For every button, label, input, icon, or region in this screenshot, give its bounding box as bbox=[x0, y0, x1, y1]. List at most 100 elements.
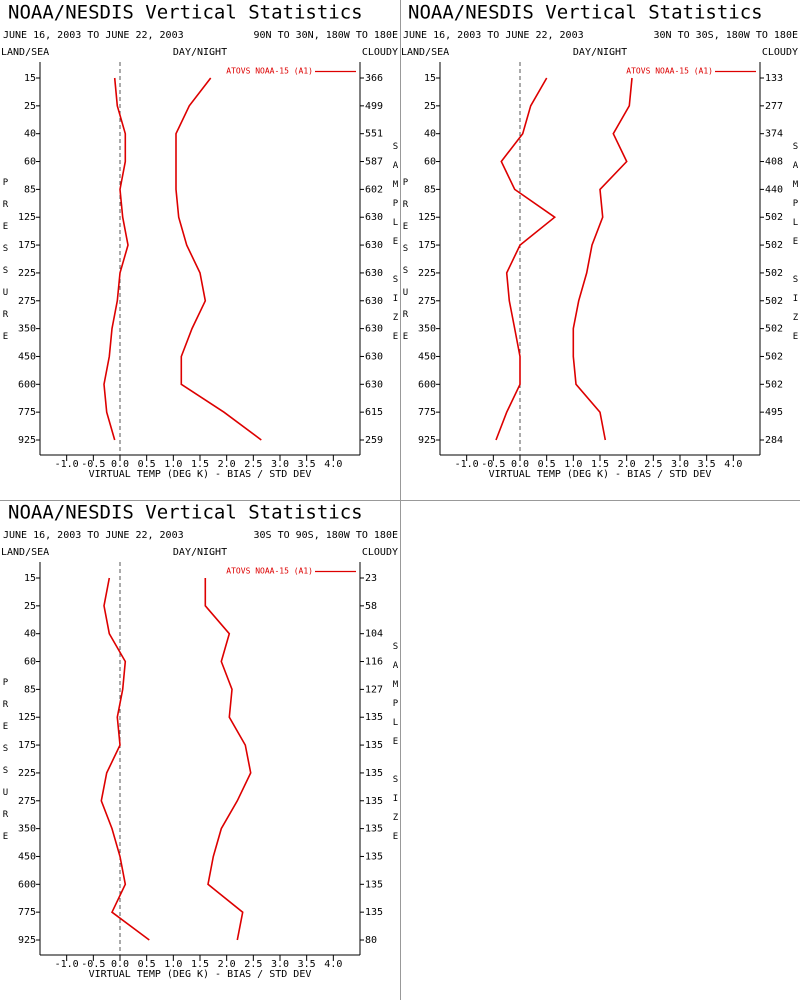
y-tick-label: 600 bbox=[18, 379, 36, 390]
chart-title: NOAA/NESDIS Vertical Statistics bbox=[408, 2, 763, 24]
data-line bbox=[495, 77, 557, 441]
data-line bbox=[103, 77, 129, 441]
chart-panel: NOAA/NESDIS Vertical Statistics JUNE 16, … bbox=[1, 2, 401, 481]
x-tick-label: 1.0 bbox=[564, 459, 582, 470]
x-tick-label: -1.0 bbox=[55, 459, 79, 470]
y-tick-label: 15 bbox=[24, 573, 36, 584]
data-line bbox=[100, 577, 150, 941]
sample-size-label: 374 bbox=[765, 129, 783, 140]
chart-subtitle: JUNE 16, 2003 TO JUNE 22, 2003 bbox=[3, 530, 184, 541]
sample-size-label: 408 bbox=[765, 157, 783, 168]
sample-size-label: 135 bbox=[365, 768, 383, 779]
y-tick-label: 40 bbox=[24, 129, 36, 140]
y-tick-label: 350 bbox=[18, 824, 36, 835]
y-tick-label: 175 bbox=[418, 240, 436, 251]
x-tick-label: 0.5 bbox=[138, 959, 156, 970]
y-tick-label: 225 bbox=[418, 268, 436, 279]
x-tick-label: 1.5 bbox=[191, 459, 209, 470]
data-line bbox=[572, 77, 633, 441]
label: LAND/SEA bbox=[1, 47, 49, 58]
sample-size-label: 116 bbox=[365, 657, 383, 668]
y-tick-label: 275 bbox=[418, 296, 436, 307]
sample-size-label: 602 bbox=[365, 184, 383, 195]
x-tick-label: 0.5 bbox=[138, 459, 156, 470]
sample-size-label: 587 bbox=[365, 157, 383, 168]
y-tick-label: 350 bbox=[418, 324, 436, 335]
x-tick-label: 1.5 bbox=[191, 959, 209, 970]
sample-size-label: 630 bbox=[365, 212, 383, 223]
x-axis-label: VIRTUAL TEMP (DEG K) - BIAS / STD DEV bbox=[89, 469, 312, 480]
y-tick-label: 125 bbox=[418, 212, 436, 223]
x-tick-label: 3.0 bbox=[271, 459, 289, 470]
label: DAY/NIGHT bbox=[173, 547, 227, 558]
sample-size-label: 495 bbox=[765, 407, 783, 418]
x-tick-label: 3.0 bbox=[271, 959, 289, 970]
region: 90N TO 30N, 180W TO 180E bbox=[254, 30, 399, 41]
y-tick-label: 450 bbox=[18, 351, 36, 362]
sample-size-label: 135 bbox=[365, 740, 383, 751]
sample-size-label: 630 bbox=[365, 324, 383, 335]
label: CLOUDY bbox=[362, 547, 398, 558]
y2-axis-label: SAMPLE SIZE bbox=[791, 142, 800, 351]
sample-size-label: 630 bbox=[365, 351, 383, 362]
x-axis-label: VIRTUAL TEMP (DEG K) - BIAS / STD DEV bbox=[489, 469, 712, 480]
y-tick-label: 925 bbox=[18, 435, 36, 446]
chart-subtitle: JUNE 16, 2003 TO JUNE 22, 2003 bbox=[403, 30, 584, 41]
sample-size-label: 502 bbox=[765, 240, 783, 251]
sample-size-label: 104 bbox=[365, 629, 383, 640]
x-tick-label: 4.0 bbox=[324, 459, 342, 470]
y-tick-label: 225 bbox=[18, 268, 36, 279]
x-tick-label: 2.5 bbox=[244, 959, 262, 970]
y-tick-label: 25 bbox=[24, 601, 36, 612]
x-tick-label: 3.0 bbox=[671, 459, 689, 470]
x-tick-label: -0.5 bbox=[81, 459, 105, 470]
sample-size-label: 127 bbox=[365, 684, 383, 695]
y-tick-label: 450 bbox=[418, 351, 436, 362]
label: LAND/SEA bbox=[1, 547, 49, 558]
y-tick-label: 775 bbox=[18, 907, 36, 918]
x-tick-label: 2.0 bbox=[218, 959, 236, 970]
sample-size-label: 440 bbox=[765, 184, 783, 195]
sample-size-label: 502 bbox=[765, 296, 783, 307]
sample-size-label: 80 bbox=[365, 935, 377, 946]
x-tick-label: 3.5 bbox=[298, 459, 316, 470]
sample-size-label: 135 bbox=[365, 907, 383, 918]
sample-size-label: 502 bbox=[765, 379, 783, 390]
x-tick-label: 2.0 bbox=[218, 459, 236, 470]
y-tick-label: 775 bbox=[418, 407, 436, 418]
y-tick-label: 60 bbox=[24, 157, 36, 168]
x-tick-label: 0.5 bbox=[538, 459, 556, 470]
sample-size-label: 135 bbox=[365, 851, 383, 862]
sample-size-label: 58 bbox=[365, 601, 377, 612]
x-axis-label: VIRTUAL TEMP (DEG K) - BIAS / STD DEV bbox=[89, 969, 312, 980]
x-tick-label: 3.5 bbox=[698, 459, 716, 470]
x-tick-label: -1.0 bbox=[55, 959, 79, 970]
x-tick-label: -0.5 bbox=[81, 959, 105, 970]
sample-size-label: 135 bbox=[365, 796, 383, 807]
y-tick-label: 925 bbox=[18, 935, 36, 946]
x-tick-label: 4.0 bbox=[724, 459, 742, 470]
sample-size-label: 502 bbox=[765, 351, 783, 362]
chart-panel: NOAA/NESDIS Vertical Statistics JUNE 16, … bbox=[401, 2, 800, 481]
y-tick-label: 125 bbox=[18, 212, 36, 223]
x-tick-label: -1.0 bbox=[455, 459, 479, 470]
label: CLOUDY bbox=[762, 47, 798, 58]
sample-size-label: 284 bbox=[765, 435, 783, 446]
y2-axis-label: SAMPLE SIZE bbox=[391, 642, 401, 851]
legend-label: ATOVS NOAA-15 (A1) bbox=[626, 67, 713, 76]
chart-title: NOAA/NESDIS Vertical Statistics bbox=[8, 502, 363, 524]
y-axis-label: PRESSURE bbox=[401, 178, 411, 354]
sample-size-label: 133 bbox=[765, 73, 783, 84]
y-tick-label: 450 bbox=[18, 851, 36, 862]
y-tick-label: 275 bbox=[18, 296, 36, 307]
sample-size-label: 135 bbox=[365, 824, 383, 835]
region: 30S TO 90S, 180W TO 180E bbox=[254, 530, 399, 541]
chart-panel: NOAA/NESDIS Vertical Statistics JUNE 16, … bbox=[1, 502, 401, 981]
x-tick-label: 2.0 bbox=[618, 459, 636, 470]
y-tick-label: 175 bbox=[18, 740, 36, 751]
sample-size-label: 23 bbox=[365, 573, 377, 584]
sample-size-label: 502 bbox=[765, 324, 783, 335]
y-tick-label: 15 bbox=[24, 73, 36, 84]
y-tick-label: 600 bbox=[418, 379, 436, 390]
y-tick-label: 25 bbox=[24, 101, 36, 112]
